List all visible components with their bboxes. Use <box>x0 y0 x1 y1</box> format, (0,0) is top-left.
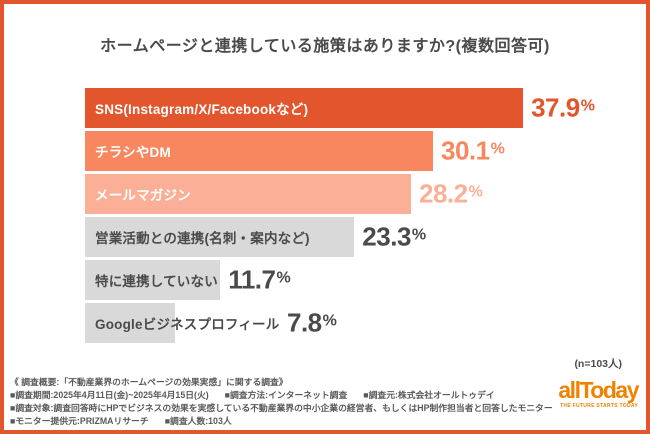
footer-segment: ■調査対象:調査回答時にHPでビジネスの効果を実感している不動産業界の中小企業の… <box>10 403 553 413</box>
bar <box>85 260 221 300</box>
footer-line: 《 調査概要:「不動産業界のホームページの効果実感」に関する調査》 <box>10 376 566 389</box>
bar <box>85 217 355 257</box>
bar-label: SNS(Instagram/X/Facebookなど) <box>95 102 309 117</box>
bar-row: 特に連携していない 11.7% <box>85 260 645 300</box>
footer-segment: ■調査元:株式会社オールトゥデイ <box>363 390 495 400</box>
bar-label: 特に連携していない <box>95 274 218 289</box>
bar-label: チラシやDM <box>95 145 171 160</box>
bar <box>85 131 433 171</box>
footer-line: ■調査対象:調査回答時にHPでビジネスの効果を実感している不動産業界の中小企業の… <box>10 402 566 415</box>
bar-value: 30.1% <box>441 135 505 166</box>
survey-overview-footer: 《 調査概要:「不動産業界のホームページの効果実感」に関する調査》 ■調査期間:2… <box>10 376 566 428</box>
footer-segment: ■調査方法:インターネット調査 <box>224 390 348 400</box>
footer-line: ■モニター提供元:PRIZMAリサーチ ■調査人数:103人 <box>10 415 566 428</box>
bar-value: 28.2% <box>419 178 483 209</box>
footer-segment: ■調査期間:2025年4月11日(金)~2025年4月15日(火) <box>10 390 209 400</box>
alltoday-logo: allToday THE FUTURE STARTS TODAY <box>558 377 639 409</box>
bar-row: 営業活動との連携(名刺・案内など) 23.3% <box>85 217 645 257</box>
bar-label: Googleビジネスプロフィール <box>95 317 280 332</box>
footer-segment: ■調査人数:103人 <box>164 416 232 426</box>
bar-value: 23.3% <box>362 221 426 252</box>
bar-value: 7.8% <box>287 307 337 338</box>
sample-size-note: (n=103人) <box>574 358 622 370</box>
bar <box>85 303 176 343</box>
bar-chart: SNS(Instagram/X/Facebookなど) 37.9% チラシやDM 30… <box>85 88 645 346</box>
bar-label: 営業活動との連携(名刺・案内など) <box>95 231 310 246</box>
bar <box>85 174 411 214</box>
alltoday-logo-text: allToday <box>558 377 639 403</box>
bar-row: チラシやDM 30.1% <box>85 131 645 171</box>
bar-value: 11.7% <box>228 264 291 295</box>
bar-value: 37.9% <box>531 92 595 123</box>
bar <box>85 88 524 128</box>
footer-segment: ■モニター提供元:PRIZMAリサーチ <box>10 416 149 426</box>
footer-line: ■調査期間:2025年4月11日(金)~2025年4月15日(火) ■調査方法:イ… <box>10 389 566 402</box>
bar-row: メールマガジン 28.2% <box>85 174 645 214</box>
bar-row: SNS(Instagram/X/Facebookなど) 37.9% <box>85 88 645 128</box>
bar-label: メールマガジン <box>95 188 191 203</box>
bar-row: Googleビジネスプロフィール 7.8% <box>85 303 645 343</box>
chart-title: ホームページと連携している施策はありますか?(複数回答可) <box>100 38 550 55</box>
footer-segment: 《 調査概要:「不動産業界のホームページの効果実感」に関する調査》 <box>10 377 288 387</box>
alltoday-logo-tagline: THE FUTURE STARTS TODAY <box>560 403 638 409</box>
